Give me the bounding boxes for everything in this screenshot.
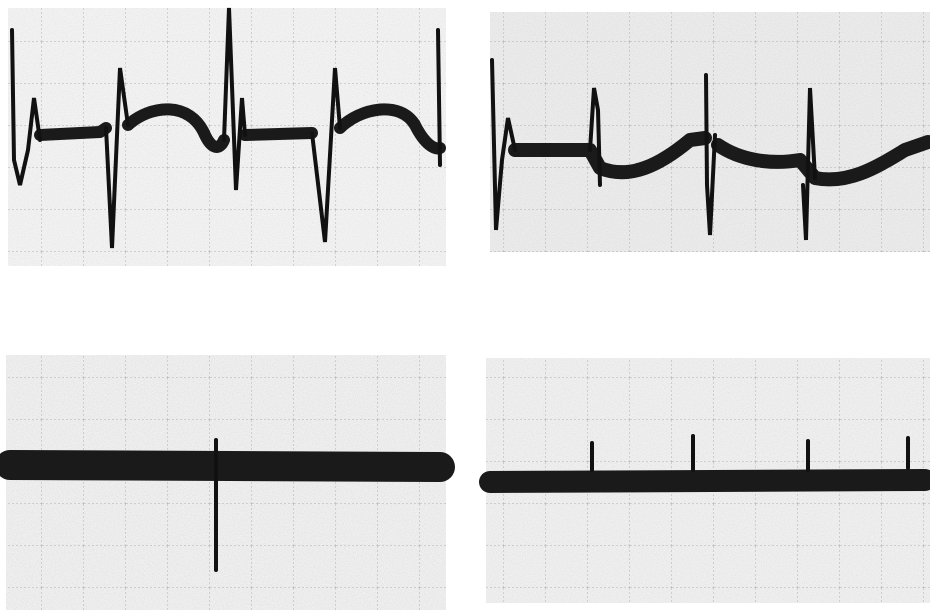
scope-panel [479,358,930,603]
waveform [34,103,446,155]
waveform-spikes [590,434,910,472]
scope-panel [490,12,930,252]
scope-panel [8,7,446,266]
waveform [479,469,930,493]
panel-grid [6,355,446,610]
waveform-spikes [10,7,442,249]
waveform-spikes [490,58,817,241]
scope-panel [0,355,455,610]
waveform [0,450,455,482]
